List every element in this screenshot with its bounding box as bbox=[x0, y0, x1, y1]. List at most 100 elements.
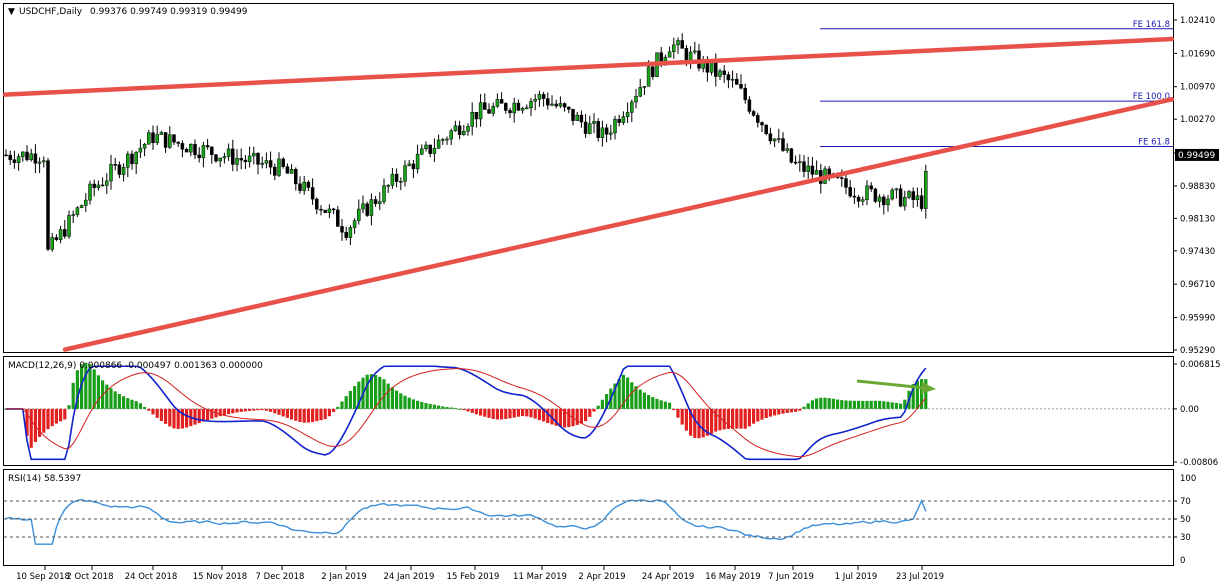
macd-histogram-bar bbox=[663, 401, 667, 409]
macd-histogram-bar bbox=[344, 396, 348, 409]
price-tick-label: 0.96710 bbox=[1180, 280, 1215, 290]
macd-histogram-bar bbox=[294, 408, 298, 421]
candle-body bbox=[709, 61, 714, 73]
rsi-tick-label: 0 bbox=[1180, 556, 1185, 566]
trendlines bbox=[2, 36, 1175, 352]
macd-histogram-bar bbox=[777, 408, 781, 415]
candle-body bbox=[25, 151, 29, 161]
macd-histogram-bar bbox=[861, 400, 865, 409]
candle-body bbox=[134, 151, 138, 165]
candle-body bbox=[8, 154, 12, 160]
candle-body bbox=[743, 87, 747, 101]
candle-body bbox=[604, 127, 609, 135]
macd-histogram-bar bbox=[54, 408, 58, 424]
date-tick-label: 11 Mar 2019 bbox=[513, 572, 567, 582]
candle-body bbox=[378, 201, 382, 204]
date-tick-label: 15 Feb 2019 bbox=[447, 572, 500, 582]
candle-body bbox=[210, 146, 214, 155]
candle-body bbox=[180, 143, 185, 150]
macd-histogram-bar bbox=[285, 408, 289, 418]
macd-histogram-bar bbox=[836, 399, 840, 409]
candle-body bbox=[151, 132, 155, 143]
date-tick-label: 2 Oct 2018 bbox=[66, 572, 113, 582]
candle-body bbox=[96, 184, 101, 189]
macd-histogram-bar bbox=[537, 408, 541, 421]
candle-body bbox=[268, 160, 273, 168]
candle-body bbox=[130, 153, 134, 165]
menu-arrow-icon[interactable]: ▼ bbox=[8, 7, 15, 17]
candle-body bbox=[915, 195, 920, 201]
candle-body bbox=[554, 103, 558, 107]
candle-body bbox=[403, 165, 407, 182]
macd-histogram-bar bbox=[365, 374, 369, 409]
macd-histogram-bar bbox=[584, 408, 588, 422]
macd-histogram-bar bbox=[617, 378, 621, 409]
candle-body bbox=[802, 161, 806, 172]
macd-histogram-bar bbox=[483, 408, 487, 417]
macd-histogram-bar bbox=[785, 408, 789, 413]
macd-histogram-bar bbox=[848, 400, 852, 409]
candle-body bbox=[550, 103, 554, 106]
macd-histogram-bar bbox=[739, 408, 743, 429]
macd-histogram-bar bbox=[491, 408, 495, 419]
date-tick-label: 1 Jul 2019 bbox=[835, 572, 878, 582]
candle-body bbox=[142, 143, 147, 149]
candle-body bbox=[848, 187, 852, 197]
price-tick-label: 0.98130 bbox=[1180, 214, 1215, 224]
macd-histogram-bar bbox=[815, 398, 819, 409]
candle-body bbox=[63, 229, 67, 237]
candle-body bbox=[886, 198, 890, 206]
candle-body bbox=[789, 148, 794, 163]
rsi-indicator bbox=[5, 498, 927, 545]
candle-body bbox=[50, 237, 54, 250]
candle-body bbox=[651, 66, 655, 77]
macd-histogram-bar bbox=[495, 408, 499, 420]
candle-body bbox=[340, 226, 344, 233]
macd-histogram-bar bbox=[504, 408, 508, 419]
macd-histogram-bar bbox=[38, 408, 42, 437]
macd-histogram-bar bbox=[596, 405, 600, 409]
macd-histogram-bar bbox=[899, 403, 903, 409]
macd-histogram-bar bbox=[71, 382, 75, 409]
macd-tick-label: 0.00 bbox=[1180, 405, 1199, 415]
macd-signal-line bbox=[6, 368, 927, 458]
candle-body bbox=[71, 214, 75, 216]
candle-body bbox=[100, 184, 105, 187]
candle-body bbox=[394, 173, 399, 182]
macd-histogram-bar bbox=[529, 408, 533, 418]
candle-body bbox=[281, 158, 285, 167]
macd-histogram-bar bbox=[798, 408, 802, 411]
macd-histogram-bar bbox=[193, 408, 197, 425]
rsi-axis: 100 70 50 30 0 bbox=[4, 474, 1196, 566]
macd-histogram-bar bbox=[558, 408, 562, 427]
candle-body bbox=[390, 173, 395, 186]
price-tick-label: 1.01690 bbox=[1180, 49, 1215, 59]
macd-histogram-bar bbox=[840, 400, 844, 409]
macd-histogram-bar bbox=[109, 388, 113, 409]
candle-body bbox=[315, 198, 319, 210]
candle-body bbox=[462, 131, 466, 135]
macd-histogram-bar bbox=[172, 408, 176, 429]
candle-body bbox=[495, 99, 500, 107]
candle-body bbox=[88, 183, 92, 201]
macd-histogram-bar bbox=[122, 396, 126, 409]
macd-histogram-bar bbox=[197, 408, 201, 424]
candle-body bbox=[138, 147, 143, 153]
macd-histogram-bar bbox=[542, 408, 546, 422]
macd-histogram-bar bbox=[915, 380, 919, 409]
macd-histogram-bar bbox=[180, 408, 184, 429]
macd-histogram-bar bbox=[588, 408, 592, 417]
macd-histogram-bar bbox=[260, 408, 264, 411]
candle-body bbox=[159, 132, 164, 135]
macd-histogram-bar bbox=[378, 376, 382, 409]
macd-histogram-bar bbox=[823, 397, 827, 409]
candle-body bbox=[571, 108, 575, 121]
macd-histogram-bar bbox=[621, 374, 625, 409]
candle-body bbox=[491, 106, 495, 114]
macd-histogram-bar bbox=[227, 408, 231, 415]
fib-label: FE 100.0 bbox=[1133, 92, 1170, 102]
date-tick-label: 7 Dec 2018 bbox=[256, 572, 305, 582]
rsi-tick-label: 50 bbox=[1180, 515, 1191, 525]
macd-histogram-bar bbox=[63, 408, 67, 420]
macd-histogram-bar bbox=[903, 399, 907, 409]
